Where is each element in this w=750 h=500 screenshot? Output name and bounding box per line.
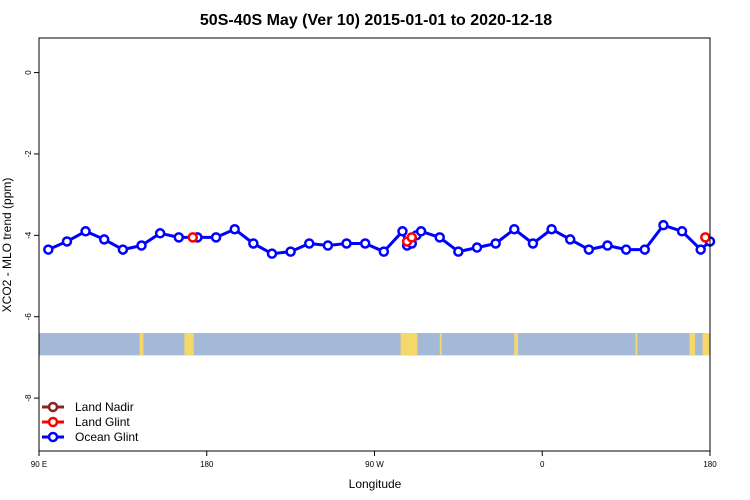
x-tick-label: 90 E [31, 460, 47, 469]
x-axis-label: Longitude [349, 477, 402, 491]
map-land-patch [689, 333, 696, 356]
data-point [639, 244, 651, 255]
data-point [187, 232, 199, 243]
data-point [248, 238, 259, 249]
data-point [527, 238, 539, 249]
data-point [453, 246, 464, 257]
data-point [43, 244, 54, 255]
map-land-patch [400, 333, 418, 356]
data-point [229, 223, 240, 235]
map-land-patch [514, 333, 519, 356]
y-axis-ticks: 0 -2 -4 -6 -8 [24, 70, 39, 402]
data-point [378, 246, 390, 257]
series-layer [43, 219, 716, 259]
map-land-patch [439, 333, 442, 356]
legend-item-land-nadir: Land Nadir [42, 400, 134, 414]
data-point [304, 238, 315, 249]
data-point [620, 244, 632, 255]
data-point [136, 240, 147, 251]
legend-label: Land Glint [75, 415, 130, 429]
series-ocean-glint [43, 219, 716, 259]
y-tick-label: -6 [24, 313, 33, 321]
data-point [173, 232, 185, 243]
data-point [406, 232, 418, 243]
data-point [154, 228, 166, 239]
data-point [117, 244, 129, 255]
data-point [80, 226, 91, 237]
data-point [700, 232, 711, 243]
y-tick-label: 0 [24, 70, 33, 75]
legend-label: Ocean Glint [75, 430, 139, 444]
data-point [676, 226, 688, 237]
data-point [434, 232, 445, 243]
x-tick-label: 90 W [365, 460, 384, 469]
x-tick-label: 0 [540, 460, 545, 469]
legend-swatch-marker [47, 401, 59, 413]
data-point [415, 226, 427, 237]
data-point [564, 234, 576, 245]
map-strip [39, 333, 710, 356]
data-point [210, 232, 222, 243]
data-point [266, 248, 278, 259]
data-point [61, 236, 73, 247]
y-tick-label: -4 [24, 231, 33, 239]
legend-swatch-marker [47, 416, 59, 428]
map-land-patch [702, 333, 710, 356]
map-land-patch [139, 333, 144, 356]
x-axis-ticks: 90 E 180 90 W 0 180 [31, 451, 717, 469]
x-tick-label: 180 [200, 460, 214, 469]
legend-label: Land Nadir [75, 400, 134, 414]
series-land-glint [187, 232, 711, 247]
chart-title: 50S-40S May (Ver 10) 2015-01-01 to 2020-… [200, 12, 552, 29]
legend-item-land-glint: Land Glint [42, 415, 130, 429]
legend-item-ocean-glint: Ocean Glint [42, 430, 139, 444]
data-point [98, 234, 110, 245]
data-point [397, 226, 408, 237]
map-land-patch [635, 333, 638, 356]
data-point [602, 240, 613, 251]
data-point [490, 238, 501, 249]
data-point [285, 246, 296, 257]
data-point [658, 219, 669, 231]
data-point [471, 242, 483, 253]
data-point [583, 244, 595, 255]
data-point [546, 223, 557, 235]
map-ocean-band [39, 333, 710, 356]
y-tick-label: -8 [24, 394, 33, 402]
data-point [341, 238, 352, 249]
data-point [509, 223, 520, 235]
data-point [695, 244, 706, 255]
y-axis-label: XCO2 - MLO trend (ppm) [0, 178, 14, 313]
map-land-patch [184, 333, 194, 356]
data-point [359, 238, 371, 249]
legend-swatch-marker [47, 431, 59, 443]
x-tick-label: 180 [703, 460, 717, 469]
y-tick-label: -2 [24, 150, 33, 158]
data-point [322, 240, 334, 251]
